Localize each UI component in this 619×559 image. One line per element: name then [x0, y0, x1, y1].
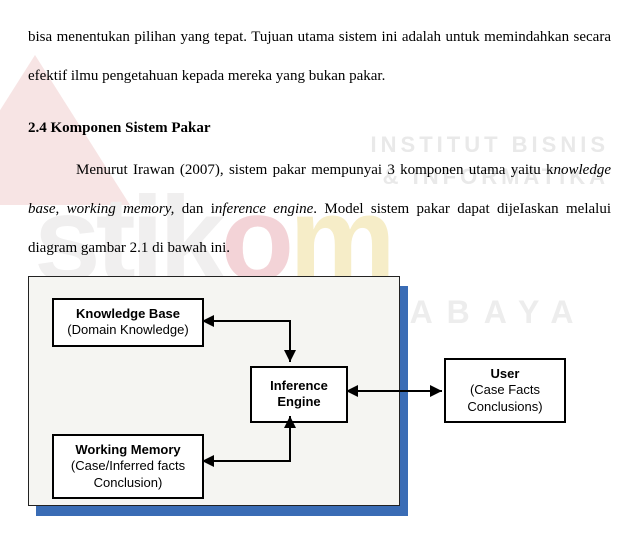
- ie-sub: Engine: [260, 394, 338, 410]
- node-knowledge-base: Knowledge Base (Domain Knowledge): [52, 298, 204, 347]
- user-title: User: [454, 366, 556, 382]
- node-working-memory: Working Memory (Case/Inferred facts Conc…: [52, 434, 204, 499]
- section-heading: 2.4 Komponen Sistem Pakar: [28, 120, 611, 137]
- ie-title: Inference: [260, 378, 338, 394]
- kb-sub: (Domain Knowledge): [62, 322, 194, 338]
- p2-italic-2: working memory,: [67, 201, 175, 217]
- node-user: User (Case Facts Conclusions): [444, 358, 566, 423]
- node-inference-engine: Inference Engine: [250, 366, 348, 423]
- p2-italic-3: nference engine: [215, 201, 313, 217]
- paragraph-2: Menurut Irawan (2007), sistem pakar memp…: [28, 151, 611, 268]
- text-content: bisa menentukan pilihan yang tepat. Tuju…: [0, 0, 619, 268]
- kb-title: Knowledge Base: [62, 306, 194, 322]
- wm-sub: (Case/Inferred facts Conclusion): [62, 458, 194, 491]
- user-sub: (Case Facts Conclusions): [454, 382, 556, 415]
- p2-seg-b: ,: [56, 201, 67, 217]
- p2-seg-c: dan i: [174, 201, 215, 217]
- paragraph-1: bisa menentukan pilihan yang tepat. Tuju…: [28, 18, 611, 96]
- p2-seg-a: Menurut Irawan (2007), sistem pakar memp…: [76, 162, 554, 178]
- diagram: Knowledge Base (Domain Knowledge) Workin…: [28, 276, 568, 526]
- wm-title: Working Memory: [62, 442, 194, 458]
